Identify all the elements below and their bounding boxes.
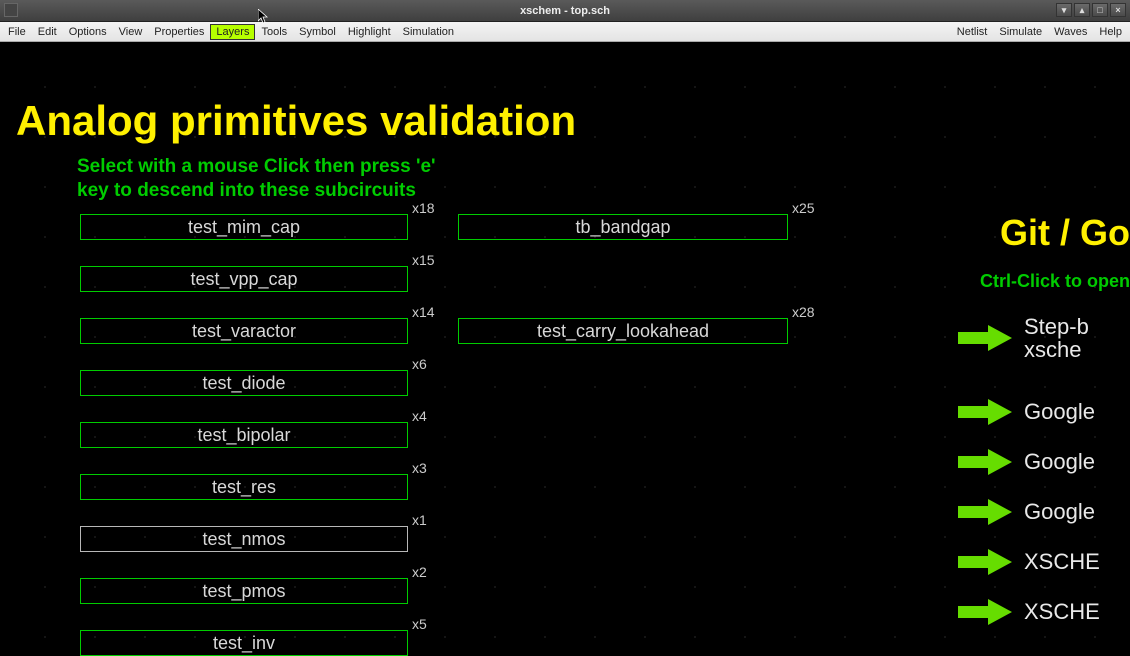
app-icon [4,3,18,17]
page-title: Analog primitives validation [16,97,576,145]
menu-options[interactable]: Options [63,24,113,40]
menu-file[interactable]: File [2,24,32,40]
link-label: Step-bxsche [1024,315,1089,361]
arrow-icon [958,599,1012,625]
menu-view[interactable]: View [113,24,149,40]
schematic-canvas[interactable]: Analog primitives validation Select with… [0,42,1130,656]
refdes-x1: x1 [412,512,427,528]
subcircuit-test-mim-cap[interactable]: test_mim_cap [80,214,408,240]
refdes-x28: x28 [792,304,815,320]
subcircuit-test-varactor[interactable]: test_varactor [80,318,408,344]
titlebar-left-icons [4,3,18,17]
link-label: XSCHE [1024,600,1100,623]
refdes-x15: x15 [412,252,435,268]
arrow-icon [958,499,1012,525]
minimize-button[interactable]: ▾ [1056,3,1072,17]
close-button[interactable]: × [1110,3,1126,17]
instruction-line2: key to descend into these subcircuits [77,180,416,201]
link-row-5[interactable]: XSCHE [958,599,1100,625]
subcircuit-test-pmos[interactable]: test_pmos [80,578,408,604]
menu-tools[interactable]: Tools [255,24,293,40]
link-row-0[interactable]: Step-bxsche [958,315,1089,361]
subcircuit-tb-bandgap[interactable]: tb_bandgap [458,214,788,240]
link-row-2[interactable]: Google [958,449,1095,475]
subcircuit-test-res[interactable]: test_res [80,474,408,500]
menu-symbol[interactable]: Symbol [293,24,342,40]
arrow-icon [958,325,1012,351]
link-row-3[interactable]: Google [958,499,1095,525]
refdes-x14: x14 [412,304,435,320]
menu-highlight[interactable]: Highlight [342,24,397,40]
subcircuit-test-bipolar[interactable]: test_bipolar [80,422,408,448]
menu-waves[interactable]: Waves [1048,24,1093,40]
link-label: Google [1024,450,1095,473]
restore-button[interactable]: □ [1092,3,1108,17]
menu-netlist[interactable]: Netlist [951,24,994,40]
maximize-button[interactable]: ▴ [1074,3,1090,17]
subcircuit-test-diode[interactable]: test_diode [80,370,408,396]
menu-properties[interactable]: Properties [148,24,210,40]
refdes-x6: x6 [412,356,427,372]
git-heading: Git / Go [1000,212,1130,254]
window-titlebar: xschem - top.sch ▾ ▴ □ × [0,0,1130,22]
subcircuit-test-inv[interactable]: test_inv [80,630,408,656]
subcircuit-test-carry-lookahead[interactable]: test_carry_lookahead [458,318,788,344]
menu-edit[interactable]: Edit [32,24,63,40]
arrow-icon [958,399,1012,425]
instruction-line1: Select with a mouse Click then press 'e' [77,156,436,177]
arrow-icon [958,449,1012,475]
menu-layers[interactable]: Layers [210,24,255,40]
menu-bar: FileEditOptionsViewPropertiesLayersTools… [0,22,1130,42]
link-label: XSCHE [1024,550,1100,573]
refdes-x4: x4 [412,408,427,424]
refdes-x5: x5 [412,616,427,632]
menu-simulate[interactable]: Simulate [993,24,1048,40]
refdes-x3: x3 [412,460,427,476]
link-label: Google [1024,400,1095,423]
menu-help[interactable]: Help [1093,24,1128,40]
refdes-x2: x2 [412,564,427,580]
refdes-x18: x18 [412,200,435,216]
link-label: Google [1024,500,1095,523]
refdes-x25: x25 [792,200,815,216]
link-row-1[interactable]: Google [958,399,1095,425]
subcircuit-test-vpp-cap[interactable]: test_vpp_cap [80,266,408,292]
window-title: xschem - top.sch [520,5,610,17]
link-row-4[interactable]: XSCHE [958,549,1100,575]
window-controls: ▾ ▴ □ × [1056,3,1126,17]
arrow-icon [958,549,1012,575]
instruction-text: Select with a mouse Click then press 'e'… [77,155,436,203]
menu-simulation[interactable]: Simulation [397,24,460,40]
subcircuit-test-nmos[interactable]: test_nmos [80,526,408,552]
git-subtitle: Ctrl-Click to open [980,271,1130,292]
